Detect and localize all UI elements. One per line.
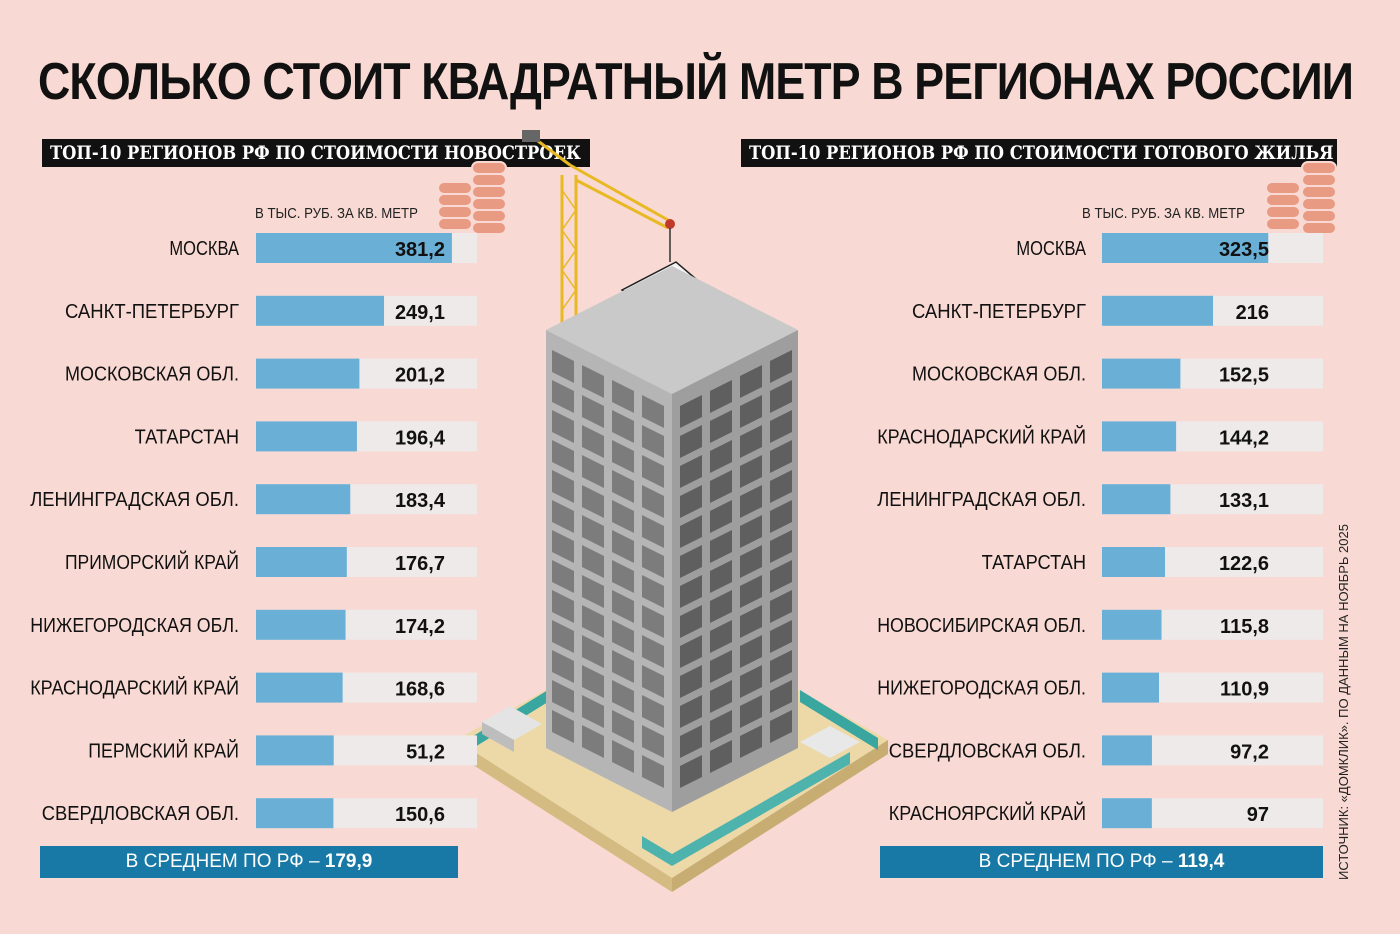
bar [1102, 547, 1166, 577]
bar [1102, 421, 1177, 452]
category-label: КРАСНОДАРСКИЙ КРАЙ [30, 676, 239, 700]
value-label: 115,8 [1220, 616, 1269, 638]
bar [256, 798, 334, 829]
category-label: ПЕРМСКИЙ КРАЙ [88, 738, 239, 762]
bar [1102, 735, 1152, 766]
left-average-banner: В СРЕДНЕМ ПО РФ – 179,9 [40, 846, 458, 878]
bar [1102, 358, 1181, 389]
category-label: ТАТАРСТАН [135, 426, 239, 448]
value-label: 168,6 [395, 679, 445, 701]
category-label: МОСКОВСКАЯ ОБЛ. [65, 364, 239, 386]
bar [256, 295, 385, 326]
category-label: ЛЕНИНГРАДСКАЯ ОБЛ. [30, 489, 239, 511]
value-label: 381,2 [395, 239, 445, 261]
value-label: 110,9 [1220, 679, 1269, 701]
value-label: 144,2 [1219, 427, 1269, 449]
value-label: 51,2 [406, 741, 445, 763]
category-label: САНКТ-ПЕТЕРБУРГ [65, 301, 239, 323]
category-label: СВЕРДЛОВСКАЯ ОБЛ. [42, 803, 239, 825]
bar [256, 421, 357, 452]
bar [1102, 484, 1171, 515]
bar [256, 233, 452, 263]
category-label: ЛЕНИНГРАДСКАЯ ОБЛ. [877, 489, 1086, 511]
bar [1102, 798, 1152, 829]
category-label: КРАСНОДАРСКИЙ КРАЙ [877, 424, 1086, 448]
right-average-banner: В СРЕДНЕМ ПО РФ – 119,4 [880, 846, 1323, 878]
category-label: НОВОСИБИРСКАЯ ОБЛ. [877, 615, 1086, 637]
bar [1102, 233, 1269, 263]
value-label: 122,6 [1219, 553, 1269, 575]
bar [256, 609, 346, 640]
value-label: 150,6 [395, 804, 445, 826]
page-title: СКОЛЬКО СТОИТ КВАДРАТНЫЙ МЕТР В РЕГИОНАХ… [38, 53, 1354, 111]
value-label: 216 [1236, 302, 1269, 324]
value-label: 97,2 [1230, 741, 1269, 763]
value-label: 133,1 [1219, 490, 1269, 512]
right-average-label: В СРЕДНЕМ ПО РФ – [978, 851, 1178, 872]
category-label: МОСКВА [169, 238, 239, 260]
right-average-value: 119,4 [1177, 851, 1225, 872]
value-label: 176,7 [395, 553, 445, 575]
left-average-label: В СРЕДНЕМ ПО РФ – [125, 851, 325, 872]
bar [256, 672, 343, 703]
value-label: 196,4 [395, 427, 446, 449]
category-label: ПРИМОРСКИЙ КРАЙ [65, 550, 239, 574]
bar [256, 358, 360, 389]
source-note: ИСТОЧНИК: «ДОМКЛИК». ПО ДАННЫМ НА НОЯБРЬ… [1336, 524, 1351, 880]
value-label: 183,4 [395, 490, 446, 512]
bar [256, 484, 351, 515]
right-panel-heading: ТОП-10 РЕГИОНОВ РФ ПО СТОИМОСТИ ГОТОВОГО… [741, 139, 1337, 167]
category-label: КРАСНОЯРСКИЙ КРАЙ [889, 801, 1086, 825]
category-label: САНКТ-ПЕТЕРБУРГ [912, 301, 1086, 323]
category-label: НИЖЕГОРОДСКАЯ ОБЛ. [30, 615, 239, 637]
category-label: СВЕРДЛОВСКАЯ ОБЛ. [889, 740, 1086, 762]
bar [256, 547, 347, 577]
right-unit-label: В ТЫС. РУБ. ЗА КВ. МЕТР [1082, 205, 1245, 222]
bar [1102, 295, 1214, 326]
category-label: НИЖЕГОРОДСКАЯ ОБЛ. [877, 678, 1086, 700]
category-label: МОСКОВСКАЯ ОБЛ. [912, 364, 1086, 386]
value-label: 174,2 [395, 616, 445, 638]
category-label: ТАТАРСТАН [982, 552, 1086, 574]
coins-icon [1265, 161, 1337, 235]
value-label: 201,2 [395, 365, 445, 387]
value-label: 323,5 [1219, 239, 1269, 261]
value-label: 249,1 [395, 302, 445, 324]
bar [1102, 672, 1159, 703]
left-average-value: 179,9 [324, 851, 373, 872]
coins-icon [437, 161, 507, 235]
value-label: 152,5 [1219, 365, 1269, 387]
category-label: МОСКВА [1016, 238, 1086, 260]
value-label: 97 [1247, 804, 1269, 826]
bar [256, 735, 334, 766]
left-unit-label: В ТЫС. РУБ. ЗА КВ. МЕТР [255, 205, 418, 222]
bar [1102, 609, 1162, 640]
